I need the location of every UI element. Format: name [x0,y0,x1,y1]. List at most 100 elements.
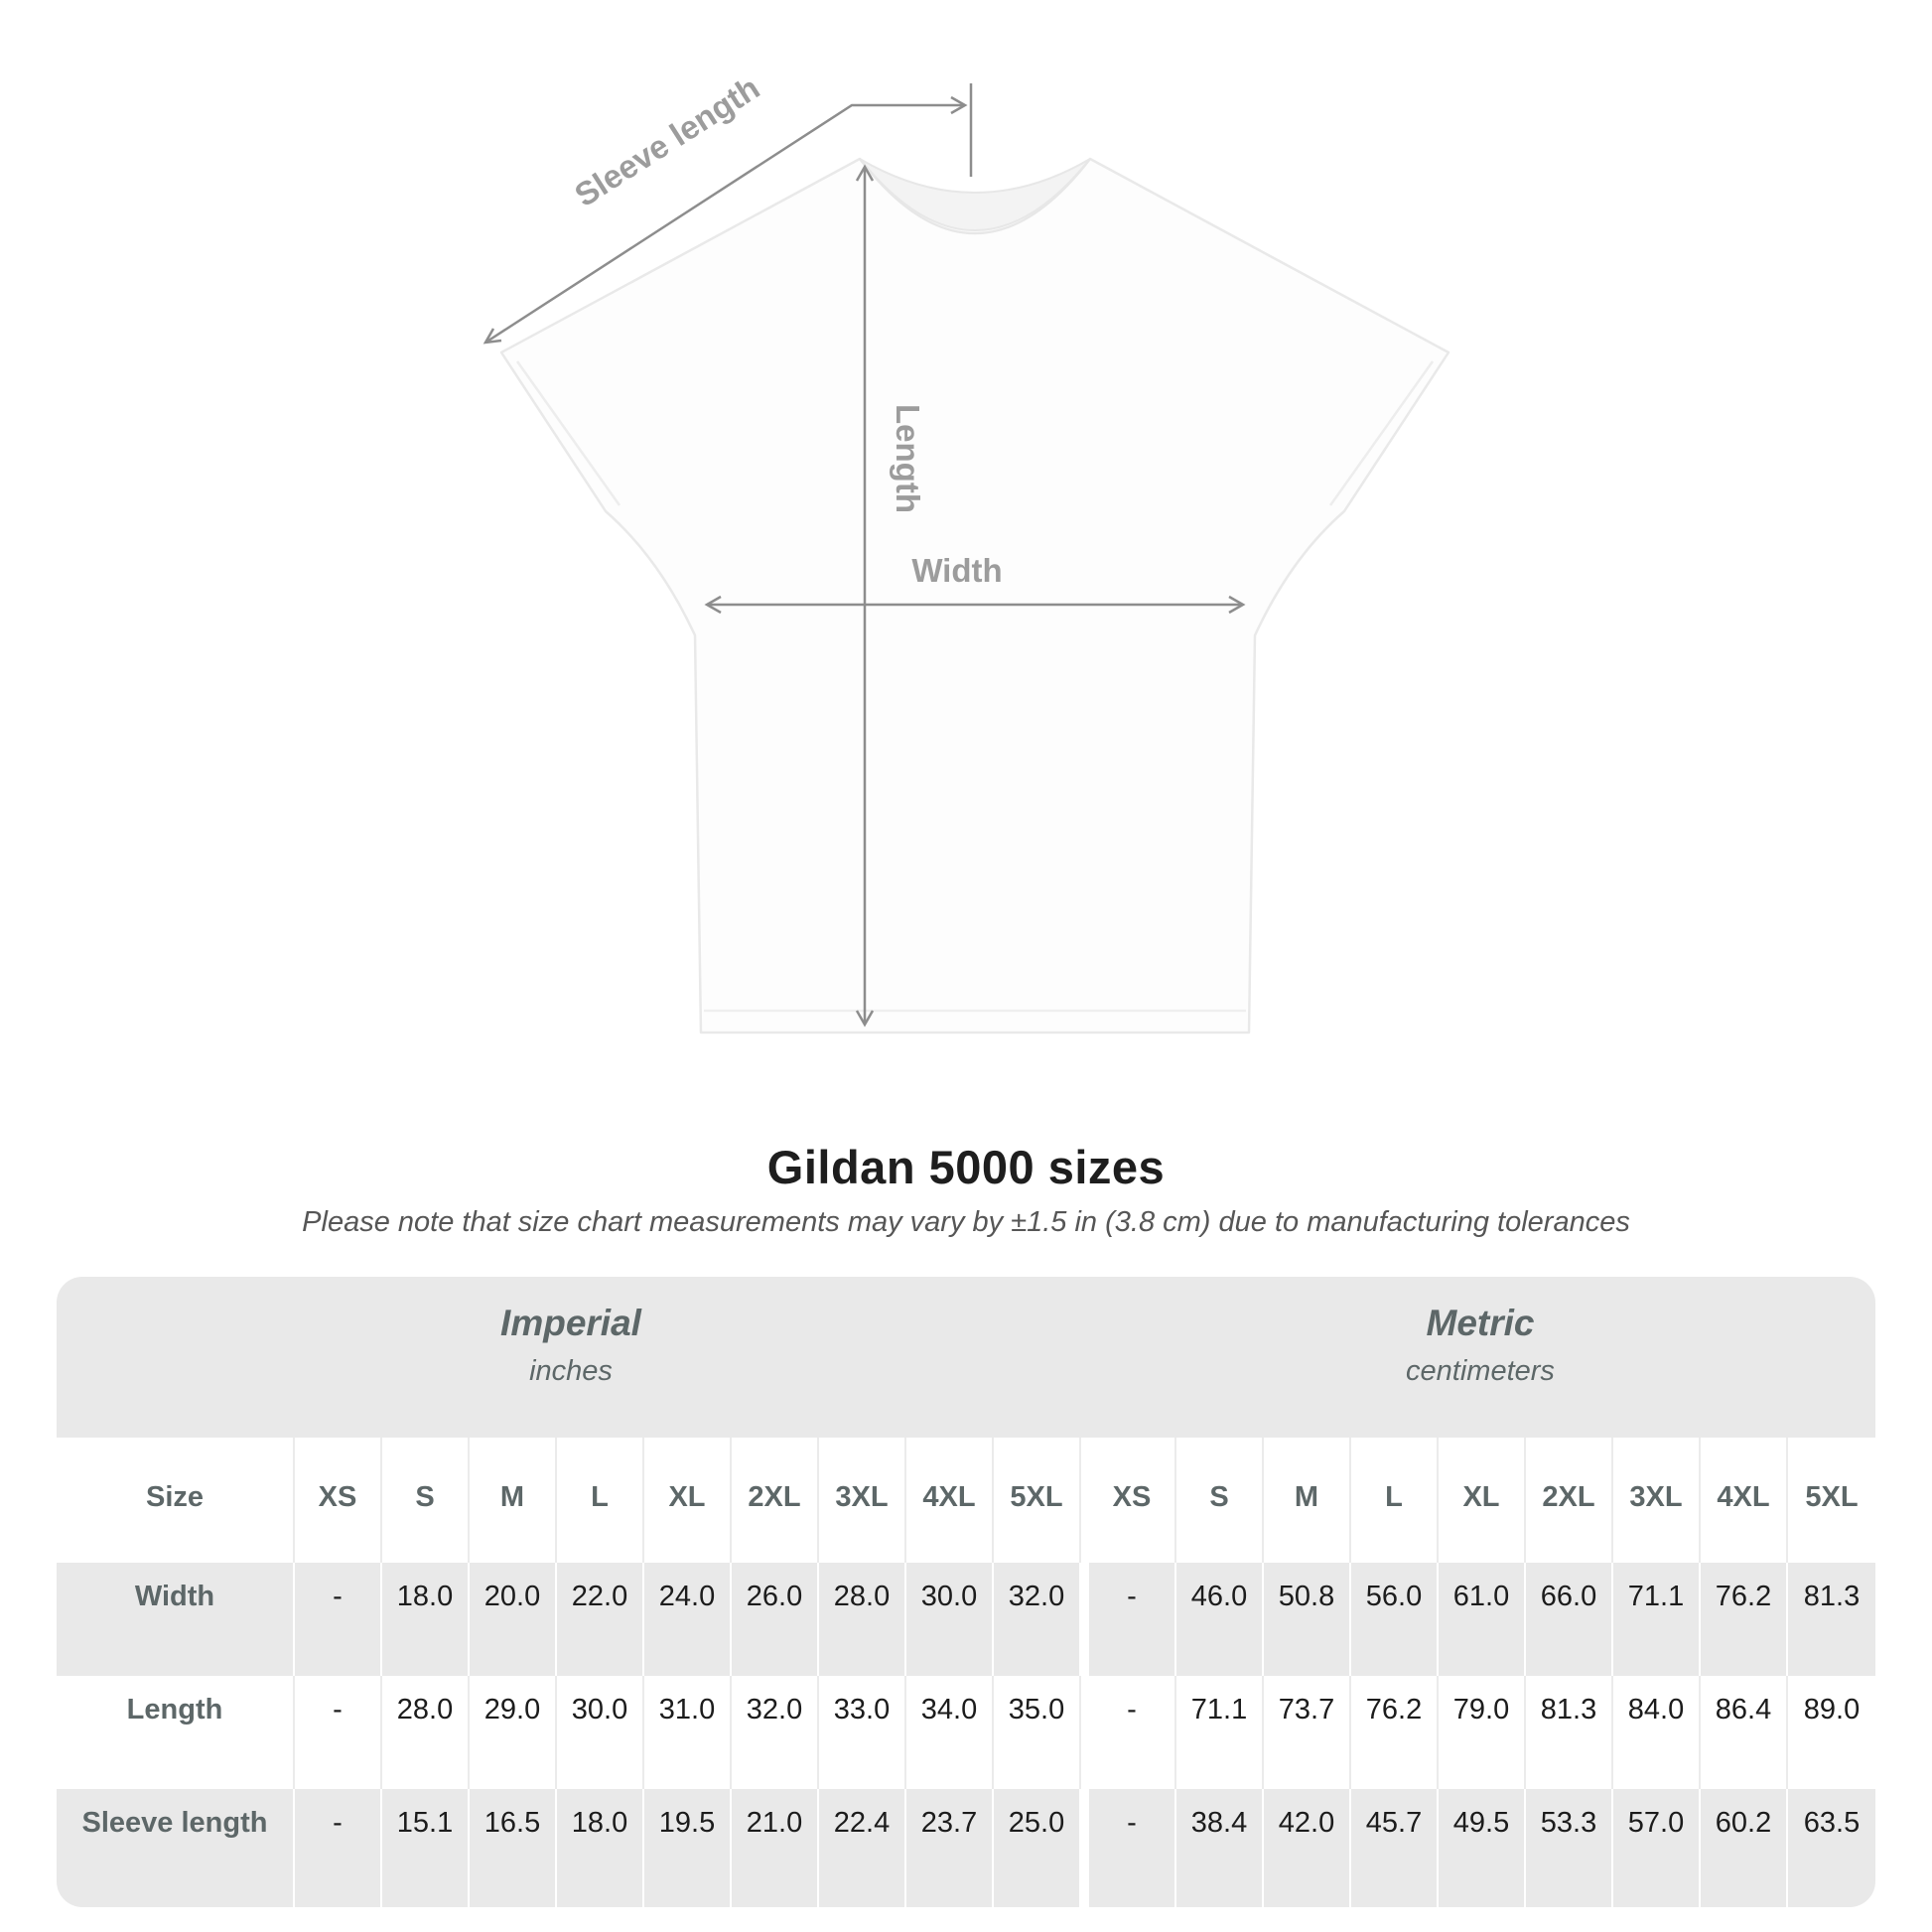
value-cell: 15.1 [382,1789,470,1907]
imperial-label: Imperial [500,1303,641,1343]
size-header-imperial-m: M [470,1438,557,1563]
column-spacer [1081,1789,1089,1907]
row-label: Sleeve length [57,1789,295,1907]
size-header-imperial-xs: XS [295,1438,382,1563]
value-cell: 63.5 [1788,1789,1875,1907]
size-header-metric-m: M [1264,1438,1351,1563]
unit-header-band: Imperial inches Metric centimeters [57,1277,1875,1438]
size-header-imperial-5xl: 5XL [994,1438,1081,1563]
row-label: Length [57,1676,295,1789]
value-cell: 42.0 [1264,1789,1351,1907]
metric-group-header: Metric centimeters [1085,1303,1875,1438]
size-header-metric-4xl: 4XL [1701,1438,1788,1563]
value-cell: 71.1 [1613,1563,1701,1676]
value-cell: 76.2 [1701,1563,1788,1676]
value-cell: 28.0 [382,1676,470,1789]
value-cell: 30.0 [557,1676,644,1789]
size-header-imperial-xl: XL [644,1438,732,1563]
size-header-imperial-s: S [382,1438,470,1563]
column-spacer [1081,1563,1089,1676]
value-cell: 28.0 [819,1563,906,1676]
right-sleeve-seam [1328,360,1435,506]
value-cell: - [1089,1563,1176,1676]
value-cell: 23.7 [906,1789,994,1907]
value-cell: 73.7 [1264,1676,1351,1789]
value-cell: 89.0 [1788,1676,1875,1789]
metric-label: Metric [1426,1303,1535,1343]
sleeve-length-label: Sleeve length [568,69,765,213]
value-cell: 32.0 [994,1563,1081,1676]
value-cell: 35.0 [994,1676,1081,1789]
value-cell: 31.0 [644,1676,732,1789]
value-cell: 45.7 [1351,1789,1439,1907]
value-cell: 60.2 [1701,1789,1788,1907]
page-title: Gildan 5000 sizes [766,1141,1166,1193]
value-cell: 38.4 [1176,1789,1264,1907]
value-cell: - [295,1563,382,1676]
width-arrow [704,595,1246,615]
value-cell: 18.0 [382,1563,470,1676]
value-cell: 24.0 [644,1563,732,1676]
size-header-imperial-4xl: 4XL [906,1438,994,1563]
size-header-metric-s: S [1176,1438,1264,1563]
length-arrow [855,164,875,1028]
size-header-metric-2xl: 2XL [1526,1438,1613,1563]
table-row-length: Length - 28.0 29.0 30.0 31.0 32.0 33.0 3… [57,1676,1875,1789]
tshirt-measurement-diagram: Sleeve length Length Width [483,69,1450,1035]
size-header-imperial-3xl: 3XL [819,1438,906,1563]
row-label: Width [57,1563,295,1676]
imperial-unit: inches [529,1355,613,1387]
size-column-header: Size [57,1438,295,1563]
size-header-metric-5xl: 5XL [1788,1438,1875,1563]
value-cell: - [295,1676,382,1789]
left-sleeve-seam [515,360,621,506]
value-cell: 16.5 [470,1789,557,1907]
value-cell: 50.8 [1264,1563,1351,1676]
value-cell: - [1089,1789,1176,1907]
value-cell: 20.0 [470,1563,557,1676]
value-cell: 26.0 [732,1563,819,1676]
value-cell: 21.0 [732,1789,819,1907]
value-cell: 46.0 [1176,1563,1264,1676]
metric-unit: centimeters [1406,1355,1555,1387]
table-row-width: Width - 18.0 20.0 22.0 24.0 26.0 28.0 30… [57,1563,1875,1676]
value-cell: 66.0 [1526,1563,1613,1676]
table-row-sleeve-length: Sleeve length - 15.1 16.5 18.0 19.5 21.0… [57,1789,1875,1907]
value-cell: 18.0 [557,1789,644,1907]
size-header-metric-xl: XL [1439,1438,1526,1563]
measurement-annotations [483,83,1246,1028]
value-cell: 84.0 [1613,1676,1701,1789]
value-cell: 22.4 [819,1789,906,1907]
value-cell: 81.3 [1788,1563,1875,1676]
value-cell: 29.0 [470,1676,557,1789]
value-cell: - [295,1789,382,1907]
size-header-row: Size XS S M L XL 2XL 3XL 4XL 5XL XS S M … [57,1438,1875,1563]
size-header-metric-l: L [1351,1438,1439,1563]
value-cell: 61.0 [1439,1563,1526,1676]
width-label: Width [911,552,1002,589]
value-cell: - [1089,1676,1176,1789]
size-header-metric-3xl: 3XL [1613,1438,1701,1563]
value-cell: 25.0 [994,1789,1081,1907]
value-cell: 32.0 [732,1676,819,1789]
value-cell: 57.0 [1613,1789,1701,1907]
value-cell: 19.5 [644,1789,732,1907]
value-cell: 71.1 [1176,1676,1264,1789]
length-label: Length [890,404,926,513]
tshirt-body [499,157,1450,1035]
value-cell: 49.5 [1439,1789,1526,1907]
value-cell: 56.0 [1351,1563,1439,1676]
value-cell: 86.4 [1701,1676,1788,1789]
tolerance-note: Please note that size chart measurements… [302,1206,1630,1238]
value-cell: 53.3 [1526,1789,1613,1907]
size-header-metric-xs: XS [1089,1438,1176,1563]
size-table: Imperial inches Metric centimeters Size … [57,1277,1875,1907]
tshirt-collar-band [859,158,1091,234]
size-header-imperial-l: L [557,1438,644,1563]
column-spacer [1081,1676,1089,1789]
value-cell: 33.0 [819,1676,906,1789]
sleeve-length-arrow [483,83,973,345]
value-cell: 81.3 [1526,1676,1613,1789]
size-header-imperial-2xl: 2XL [732,1438,819,1563]
